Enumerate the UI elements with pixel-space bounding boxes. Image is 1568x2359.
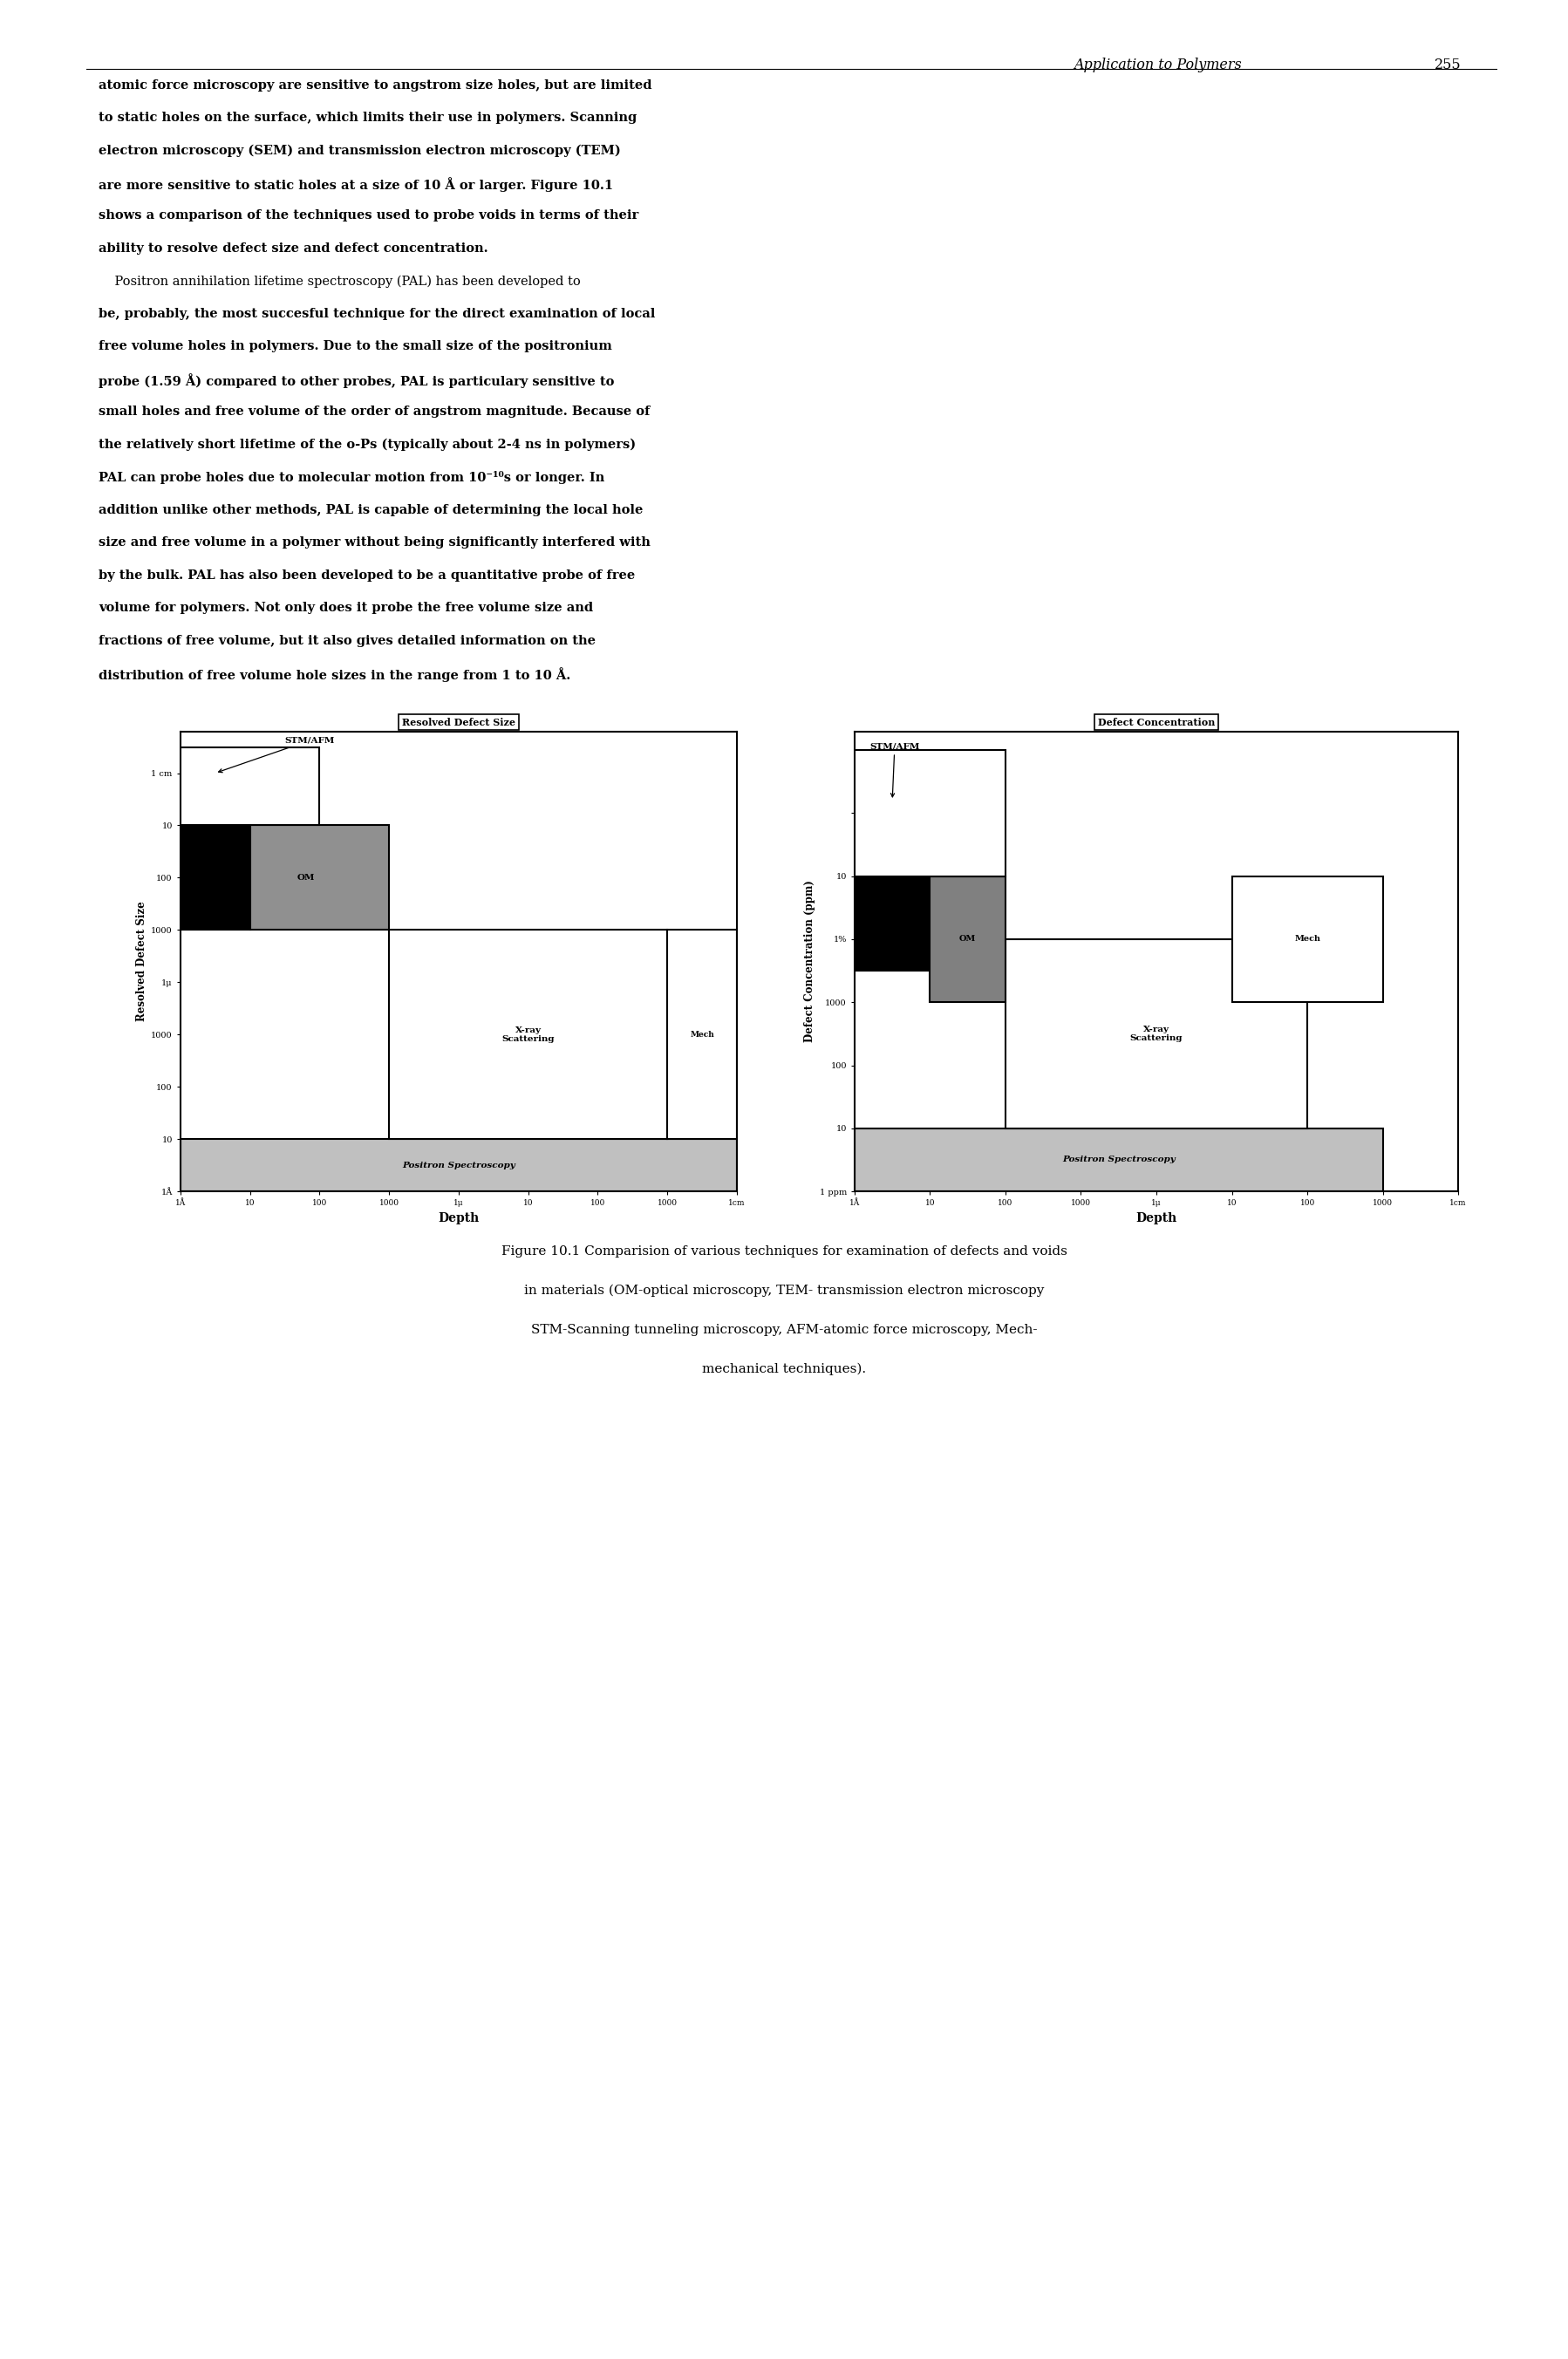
Text: X-ray
Scattering: X-ray Scattering: [502, 1026, 555, 1043]
Text: to static holes on the surface, which limits their use in polymers. Scanning: to static holes on the surface, which li…: [99, 111, 637, 125]
Text: Application to Polymers: Application to Polymers: [1074, 59, 1242, 73]
Bar: [389, 929, 668, 1139]
Bar: [180, 748, 320, 826]
Y-axis label: Resolved Defect Size: Resolved Defect Size: [136, 901, 147, 1021]
Text: probe (1.59 Å) compared to other probes, PAL is particulary sensitive to: probe (1.59 Å) compared to other probes,…: [99, 373, 615, 387]
Title: Defect Concentration: Defect Concentration: [1098, 717, 1215, 727]
Text: Positron Spectroscopy: Positron Spectroscopy: [1062, 1156, 1176, 1163]
Text: be, probably, the most succesful technique for the direct examination of local: be, probably, the most succesful techniq…: [99, 307, 655, 321]
Text: ability to resolve defect size and defect concentration.: ability to resolve defect size and defec…: [99, 243, 488, 255]
Text: STM-Scanning tunneling microscopy, AFM-atomic force microscopy, Mech-: STM-Scanning tunneling microscopy, AFM-a…: [532, 1323, 1036, 1335]
Text: Positron Spectroscopy: Positron Spectroscopy: [401, 1161, 516, 1170]
Text: Figure 10.1 Comparision of various techniques for examination of defects and voi: Figure 10.1 Comparision of various techn…: [502, 1246, 1066, 1257]
Text: mechanical techniques).: mechanical techniques).: [702, 1364, 866, 1375]
Text: in materials (OM-optical microscopy, TEM- transmission electron microscopy: in materials (OM-optical microscopy, TEM…: [524, 1286, 1044, 1297]
Title: Resolved Defect Size: Resolved Defect Size: [401, 717, 516, 727]
Bar: [855, 1128, 1383, 1191]
Text: OM: OM: [296, 873, 315, 882]
Text: electron microscopy (SEM) and transmission electron microscopy (TEM): electron microscopy (SEM) and transmissi…: [99, 144, 621, 158]
Text: volume for polymers. Not only does it probe the free volume size and: volume for polymers. Not only does it pr…: [99, 602, 593, 613]
Text: free volume holes in polymers. Due to the small size of the positronium: free volume holes in polymers. Due to th…: [99, 340, 612, 351]
Text: are more sensitive to static holes at a size of 10 Å or larger. Figure 10.1: are more sensitive to static holes at a …: [99, 177, 613, 191]
Text: distribution of free volume hole sizes in the range from 1 to 10 Å.: distribution of free volume hole sizes i…: [99, 668, 571, 682]
Text: STM/AFM: STM/AFM: [870, 743, 920, 797]
Text: by the bulk. PAL has also been developed to be a quantitative probe of free: by the bulk. PAL has also been developed…: [99, 569, 635, 580]
Y-axis label: Defect Concentration (ppm): Defect Concentration (ppm): [804, 880, 815, 1043]
Bar: [855, 814, 930, 972]
Bar: [249, 826, 389, 929]
Text: 255: 255: [1435, 59, 1461, 73]
Bar: [1005, 939, 1308, 1128]
X-axis label: Depth: Depth: [1135, 1213, 1178, 1224]
Bar: [1232, 875, 1383, 1003]
Text: X-ray
Scattering: X-ray Scattering: [1131, 1026, 1182, 1043]
Text: atomic force microscopy are sensitive to angstrom size holes, but are limited: atomic force microscopy are sensitive to…: [99, 78, 652, 92]
Text: small holes and free volume of the order of angstrom magnitude. Because of: small holes and free volume of the order…: [99, 406, 651, 418]
Text: Mech: Mech: [1294, 934, 1320, 944]
Bar: [180, 1139, 737, 1191]
X-axis label: Depth: Depth: [437, 1213, 480, 1224]
Text: shows a comparison of the techniques used to probe voids in terms of their: shows a comparison of the techniques use…: [99, 210, 638, 222]
Bar: [180, 774, 249, 929]
Bar: [855, 750, 1005, 875]
Text: size and free volume in a polymer without being significantly interfered with: size and free volume in a polymer withou…: [99, 535, 651, 550]
Bar: [930, 875, 1005, 1003]
Text: addition unlike other methods, PAL is capable of determining the local hole: addition unlike other methods, PAL is ca…: [99, 505, 643, 517]
Text: PAL can probe holes due to molecular motion from 10⁻¹⁰s or longer. In: PAL can probe holes due to molecular mot…: [99, 472, 605, 484]
Text: Positron annihilation lifetime spectroscopy (PAL) has been developed to: Positron annihilation lifetime spectrosc…: [99, 276, 580, 288]
Text: Mech: Mech: [690, 1031, 715, 1038]
Bar: [668, 929, 737, 1139]
Text: the relatively short lifetime of the o-Ps (typically about 2-4 ns in polymers): the relatively short lifetime of the o-P…: [99, 439, 637, 451]
Text: OM: OM: [960, 934, 977, 944]
Text: fractions of free volume, but it also gives detailed information on the: fractions of free volume, but it also gi…: [99, 635, 596, 646]
Text: STM/AFM: STM/AFM: [218, 736, 334, 771]
